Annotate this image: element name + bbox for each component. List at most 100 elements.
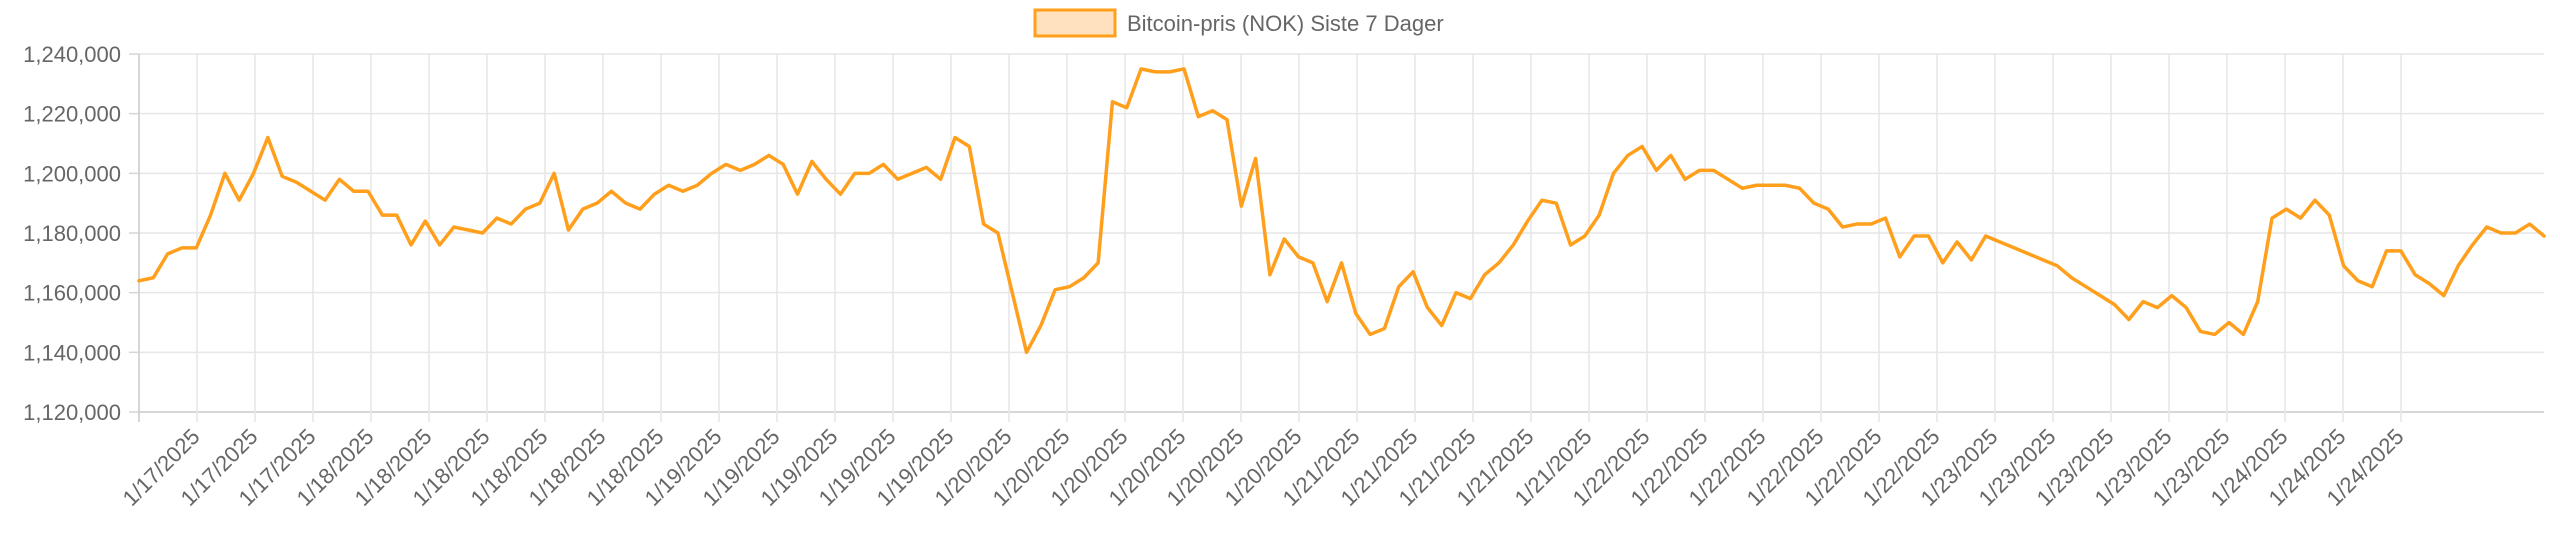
data-point bbox=[380, 213, 384, 217]
data-point bbox=[1096, 261, 1100, 265]
data-point bbox=[652, 192, 656, 196]
data-point bbox=[423, 219, 427, 223]
data-point bbox=[1282, 237, 1286, 241]
data-point bbox=[1139, 67, 1143, 71]
data-point bbox=[2327, 213, 2331, 217]
data-point bbox=[939, 177, 943, 181]
data-point bbox=[2098, 294, 2102, 298]
data-point bbox=[2070, 276, 2074, 280]
data-point bbox=[2356, 279, 2360, 283]
data-point bbox=[1654, 168, 1658, 172]
data-point bbox=[2313, 198, 2317, 202]
data-point bbox=[2127, 318, 2131, 322]
legend-label: Bitcoin-pris (NOK) Siste 7 Dager bbox=[1127, 11, 1444, 36]
data-point bbox=[1483, 273, 1487, 277]
data-point bbox=[2528, 222, 2532, 226]
data-point bbox=[1783, 183, 1787, 187]
data-point bbox=[667, 183, 671, 187]
data-point bbox=[2456, 264, 2460, 268]
data-point bbox=[1182, 67, 1186, 71]
data-point bbox=[2170, 294, 2174, 298]
data-point bbox=[137, 279, 141, 283]
data-point bbox=[2299, 216, 2303, 220]
data-point bbox=[1597, 213, 1601, 217]
data-point bbox=[1368, 332, 1372, 336]
data-point bbox=[2284, 207, 2288, 211]
data-point bbox=[2542, 234, 2546, 238]
data-point bbox=[1969, 258, 1973, 262]
y-tick-label: 1,220,000 bbox=[23, 102, 121, 127]
y-tick-label: 1,200,000 bbox=[23, 161, 121, 186]
data-point bbox=[1268, 273, 1272, 277]
x-gridlines bbox=[138, 54, 2402, 422]
data-point bbox=[867, 171, 871, 175]
data-point bbox=[1025, 350, 1029, 354]
data-point bbox=[2155, 306, 2159, 310]
data-point bbox=[2427, 282, 2431, 286]
data-point bbox=[838, 192, 842, 196]
data-point bbox=[2499, 231, 2503, 235]
data-point bbox=[466, 228, 470, 232]
data-point bbox=[767, 153, 771, 157]
data-point bbox=[151, 276, 155, 280]
data-point bbox=[1168, 70, 1172, 74]
data-point bbox=[1397, 285, 1401, 289]
data-point bbox=[552, 171, 556, 175]
data-point bbox=[1411, 270, 1415, 274]
data-point bbox=[566, 228, 570, 232]
data-point bbox=[1225, 118, 1229, 122]
data-point bbox=[280, 174, 284, 178]
data-point bbox=[2184, 306, 2188, 310]
data-point bbox=[2342, 264, 2346, 268]
data-point bbox=[1812, 201, 1816, 205]
data-point bbox=[1325, 300, 1329, 304]
data-point bbox=[438, 243, 442, 247]
data-point bbox=[1712, 168, 1716, 172]
data-point bbox=[681, 189, 685, 193]
data-point bbox=[1955, 240, 1959, 244]
data-point bbox=[509, 222, 513, 226]
data-point bbox=[1511, 243, 1515, 247]
data-point bbox=[2113, 303, 2117, 307]
data-point bbox=[1740, 186, 1744, 190]
data-point bbox=[395, 213, 399, 217]
data-point bbox=[1998, 240, 2002, 244]
data-point bbox=[2270, 216, 2274, 220]
data-point bbox=[2256, 300, 2260, 304]
y-tick-label: 1,240,000 bbox=[23, 42, 121, 67]
data-point bbox=[495, 216, 499, 220]
data-point bbox=[924, 165, 928, 169]
data-point bbox=[2012, 246, 2016, 250]
data-point bbox=[753, 162, 757, 166]
data-point bbox=[953, 136, 957, 140]
data-point bbox=[1640, 144, 1644, 148]
data-point bbox=[982, 222, 986, 226]
data-point bbox=[1626, 153, 1630, 157]
data-point bbox=[2227, 321, 2231, 325]
y-tick-label: 1,160,000 bbox=[23, 281, 121, 306]
data-point bbox=[1526, 219, 1530, 223]
data-point bbox=[853, 171, 857, 175]
data-point bbox=[1454, 291, 1458, 295]
data-point bbox=[796, 192, 800, 196]
data-point bbox=[252, 171, 256, 175]
data-point bbox=[1583, 234, 1587, 238]
data-point bbox=[481, 231, 485, 235]
data-point bbox=[452, 225, 456, 229]
data-point bbox=[1297, 255, 1301, 259]
data-point bbox=[710, 171, 714, 175]
y-tick-label: 1,140,000 bbox=[23, 340, 121, 365]
data-point bbox=[2141, 300, 2145, 304]
data-point bbox=[1769, 183, 1773, 187]
data-point bbox=[1497, 261, 1501, 265]
data-point bbox=[1611, 171, 1615, 175]
data-point bbox=[366, 189, 370, 193]
data-point bbox=[180, 246, 184, 250]
data-point bbox=[581, 207, 585, 211]
data-point bbox=[409, 243, 413, 247]
series-group bbox=[137, 67, 2546, 355]
legend[interactable]: Bitcoin-pris (NOK) Siste 7 Dager bbox=[1033, 8, 1444, 38]
data-point bbox=[2442, 294, 2446, 298]
data-point bbox=[2027, 252, 2031, 256]
